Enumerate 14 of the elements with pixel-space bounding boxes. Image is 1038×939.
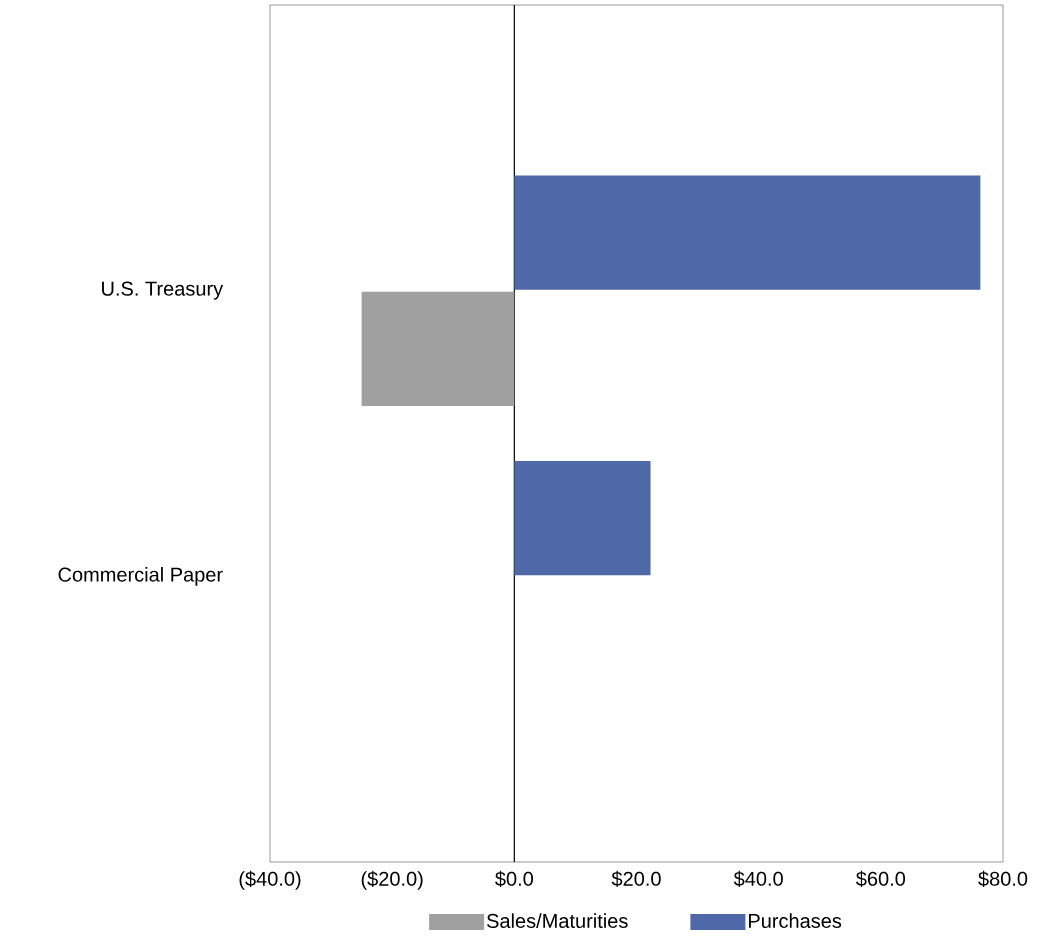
bar [514, 461, 651, 576]
y-tick-label: U.S. Treasury [102, 281, 224, 300]
y-tick-label: Commercial Paper [58, 567, 223, 586]
legend-label: Sales/Maturities [487, 913, 628, 929]
x-tick-label: $20.0 [611, 870, 661, 888]
bar [361, 291, 515, 406]
x-tick-label: ($40.0) [239, 870, 301, 890]
x-tick-label: ($20.0) [361, 870, 423, 890]
legend-label: Purchases [749, 913, 842, 929]
x-tick-label: $80.0 [978, 870, 1028, 888]
x-tick-label: $40.0 [733, 870, 783, 888]
bar [514, 175, 981, 290]
x-tick-label: $60.0 [856, 870, 906, 888]
x-tick-label: $0.0 [495, 870, 533, 888]
